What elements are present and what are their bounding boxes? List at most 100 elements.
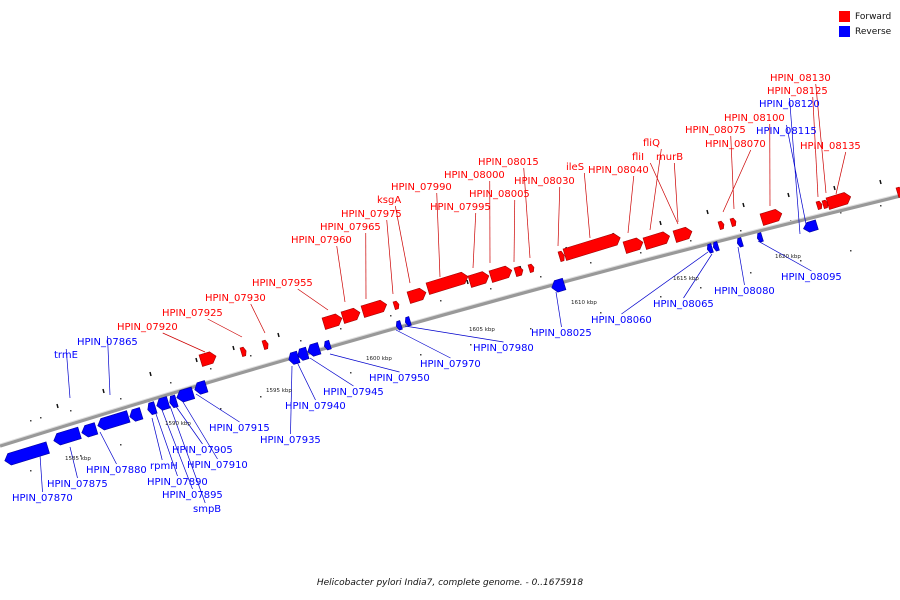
track-dot: [440, 300, 442, 302]
reverse-gene-label: HPIN_08115: [756, 126, 817, 137]
legend-forward-label: Forward: [855, 11, 892, 22]
reverse-gene-leader: [786, 124, 807, 225]
forward-gene-label: HPIN_08005: [469, 189, 530, 200]
reverse-gene-glyph: [297, 346, 310, 361]
reverse-gene-leader: [296, 361, 316, 401]
track-dot: [390, 315, 392, 317]
forward-gene-leader: [835, 151, 847, 195]
reverse-gene-leader: [555, 291, 562, 328]
forward-gene-label: HPIN_07965: [320, 222, 381, 233]
forward-gene-label: HPIN_07955: [252, 278, 313, 289]
reverse-gene-glyph: [551, 277, 567, 293]
forward-gene-leader: [513, 199, 516, 263]
reverse-gene-label: HPIN_08065: [653, 299, 714, 310]
scale-label: 1610 kbp: [571, 300, 597, 306]
forward-gene-glyph: [717, 220, 725, 231]
track-tick: [879, 179, 882, 185]
forward-gene-leader: [673, 162, 679, 223]
track-dot: [590, 262, 592, 264]
track-tick: [787, 192, 790, 198]
reverse-gene-glyph: [81, 422, 99, 438]
legend-reverse-swatch: [839, 26, 850, 37]
reverse-gene-leader: [290, 365, 293, 435]
track-dot: [340, 328, 342, 330]
forward-gene-leader: [722, 149, 752, 213]
reverse-gene-label: HPIN_08060: [591, 315, 652, 326]
scale-label: 1590 kbp: [165, 421, 191, 427]
reverse-gene-leader: [309, 357, 354, 387]
scale-label: 1620 kbp: [775, 254, 801, 260]
forward-gene-glyph: [488, 265, 513, 283]
forward-gene-leader: [162, 332, 206, 353]
reverse-gene-leader: [195, 393, 240, 423]
reverse-gene-label: HPIN_08025: [531, 328, 592, 339]
track-dot: [880, 205, 882, 207]
forward-gene-glyph: [406, 287, 427, 304]
scale-label: 1605 kbp: [469, 327, 495, 333]
forward-gene-glyph: [198, 351, 217, 367]
forward-gene-leader: [730, 135, 735, 210]
track-dot: [30, 420, 32, 422]
reverse-gene-label: HPIN_07910: [187, 460, 248, 471]
genome-caption: Helicobacter pylori India7, complete gen…: [316, 578, 584, 588]
track-dot: [260, 396, 262, 398]
reverse-gene-leader: [174, 404, 203, 445]
track-dot: [660, 296, 662, 298]
reverse-gene-label: HPIN_07970: [420, 359, 481, 370]
track-tick: [706, 209, 709, 215]
forward-gene-glyph: [562, 233, 621, 261]
forward-gene-glyph: [467, 271, 490, 288]
forward-gene-glyph: [815, 200, 823, 211]
reverse-gene-label: HPIN_08120: [759, 99, 820, 110]
scale-label: 1585 kbp: [65, 456, 91, 462]
reverse-gene-leader: [99, 431, 117, 465]
reverse-gene-leader: [395, 329, 451, 359]
legend-reverse-label: Reverse: [855, 26, 892, 37]
forward-gene-leader: [297, 288, 329, 311]
reverse-gene-label: HPIN_07980: [473, 343, 534, 354]
reverse-gene-glyph: [97, 410, 131, 431]
forward-gene-label: HPIN_08100: [724, 113, 785, 124]
forward-gene-label: ileS: [566, 162, 584, 173]
forward-gene-label: HPIN_08075: [685, 125, 746, 136]
forward-gene-label: fliQ: [643, 138, 660, 149]
track-dot: [170, 382, 172, 384]
reverse-gene-label: HPIN_07950: [369, 373, 430, 384]
forward-gene-glyph: [513, 266, 524, 277]
forward-gene-label: HPIN_07975: [341, 209, 402, 220]
track-dot: [70, 410, 72, 412]
forward-gene-leader: [394, 205, 411, 284]
forward-gene-glyph: [392, 300, 400, 311]
forward-gene-glyph: [672, 226, 693, 243]
track-dot: [530, 328, 532, 330]
forward-gene-leader: [627, 175, 635, 234]
reverse-gene-leader: [107, 335, 111, 396]
forward-gene-glyph: [261, 339, 269, 350]
reverse-gene-label: HPIN_07935: [260, 435, 321, 446]
reverse-gene-label: HPIN_07870: [12, 493, 73, 504]
reverse-gene-leader: [169, 405, 206, 504]
reverse-gene-glyph: [147, 401, 158, 415]
forward-gene-glyph: [239, 346, 247, 357]
track-tick: [466, 279, 469, 285]
reverse-gene-leader: [161, 409, 193, 490]
reverse-gene-label: smpB: [193, 504, 221, 515]
reverse-gene-label: HPIN_07865: [77, 337, 138, 348]
forward-gene-label: HPIN_08000: [444, 170, 505, 181]
reverse-gene-glyph: [169, 394, 179, 409]
reverse-gene-leader: [621, 251, 709, 315]
forward-gene-leader: [250, 303, 266, 334]
track-dot: [350, 372, 352, 374]
reverse-gene-label: HPIN_07875: [47, 479, 108, 490]
reverse-gene-label: HPIN_07945: [323, 387, 384, 398]
track-dot: [300, 340, 302, 342]
track-dot: [700, 287, 702, 289]
reverse-gene-glyph: [4, 441, 50, 466]
forward-gene-label: HPIN_07995: [430, 202, 491, 213]
reverse-gene-leader: [151, 417, 163, 461]
legend-reverse: Reverse: [839, 24, 891, 39]
reverse-gene-glyph: [53, 426, 82, 446]
forward-gene-label: HPIN_08130: [770, 73, 831, 84]
reverse-gene-leader: [329, 353, 400, 373]
reverse-gene-glyph: [757, 232, 764, 243]
